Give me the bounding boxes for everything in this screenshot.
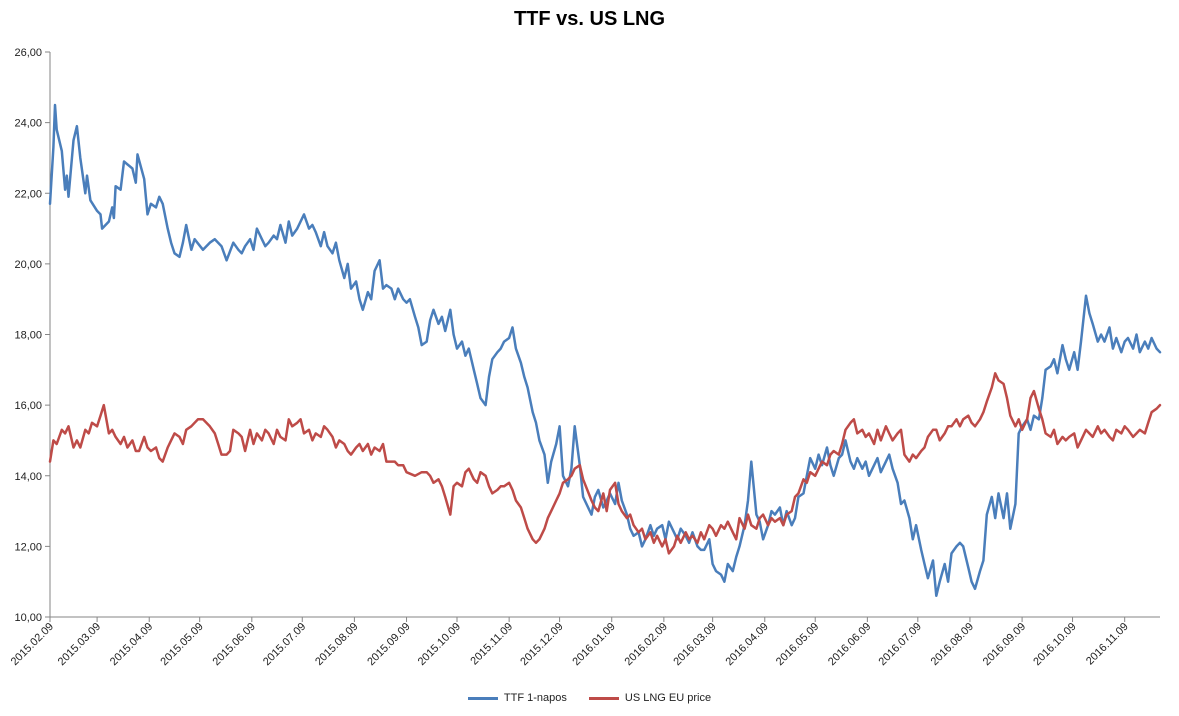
x-tick-label: 2016.03.09	[671, 621, 718, 668]
y-tick-label: 26,00	[14, 47, 42, 59]
y-tick-label: 16,00	[14, 400, 42, 412]
y-tick-label: 12,00	[14, 541, 42, 553]
y-tick-label: 22,00	[14, 188, 42, 200]
y-tick-label: 14,00	[14, 471, 42, 483]
series-line-us-lng	[48, 372, 1162, 555]
series-layer	[48, 103, 1162, 598]
x-tick-label: 2015.03.09	[56, 621, 103, 668]
x-tick-label: 2015.06.09	[211, 621, 258, 668]
series-line-ttf	[48, 103, 1162, 598]
legend: TTF 1-napos US LNG EU price	[0, 692, 1179, 704]
x-tick-label: 2015.07.09	[261, 621, 308, 668]
legend-swatch-us-lng	[588, 696, 619, 700]
x-tick-label: 2015.08.09	[313, 621, 360, 668]
x-tick-label: 2016.05.09	[774, 621, 821, 668]
x-tick-label: 2015.11.09	[468, 621, 515, 668]
x-tick-label: 2016.07.09	[877, 621, 924, 668]
chart-title: TTF vs. US LNG	[513, 8, 666, 30]
x-tick-label: 2016.01.09	[570, 621, 617, 668]
y-axis: 10,00 12,00 14,00 16,00 18,00 20,00 22,00 24,00…	[14, 47, 51, 624]
y-tick-label: 24,00	[14, 118, 42, 130]
x-tick-label: 2016.04.09	[723, 621, 770, 668]
x-tick-label: 2016.08.09	[929, 621, 976, 668]
x-tick-label: 2015.05.09	[158, 621, 205, 668]
x-tick-label: 2016.02.09	[623, 621, 670, 668]
legend-item-ttf: TTF 1-napos	[467, 692, 567, 704]
x-tick-label: 2015.02.09	[9, 621, 56, 668]
x-tick-label: 2015.04.09	[108, 621, 155, 668]
legend-label-ttf: TTF 1-napos	[503, 692, 567, 704]
x-tick-label: 2016.06.09	[826, 621, 873, 668]
x-tick-label: 2015.12.09	[518, 621, 565, 668]
x-axis: 2015.02.09 2015.03.09 2015.04.09 2015.05.09…	[9, 616, 1160, 668]
x-tick-label: 2015.10.09	[416, 621, 463, 668]
x-tick-label: 2015.09.09	[365, 621, 412, 668]
y-tick-label: 20,00	[14, 259, 42, 271]
x-tick-label: 2016.09.09	[981, 621, 1028, 668]
y-tick-label: 10,00	[14, 612, 42, 624]
x-tick-label: 2016.11.09	[1084, 621, 1131, 668]
legend-label-us-lng: US LNG EU price	[624, 692, 712, 704]
y-tick-label: 18,00	[14, 330, 42, 342]
legend-item-us-lng: US LNG EU price	[588, 692, 712, 704]
x-tick-label: 2016.10.09	[1031, 621, 1078, 668]
legend-swatch-ttf	[467, 696, 498, 700]
